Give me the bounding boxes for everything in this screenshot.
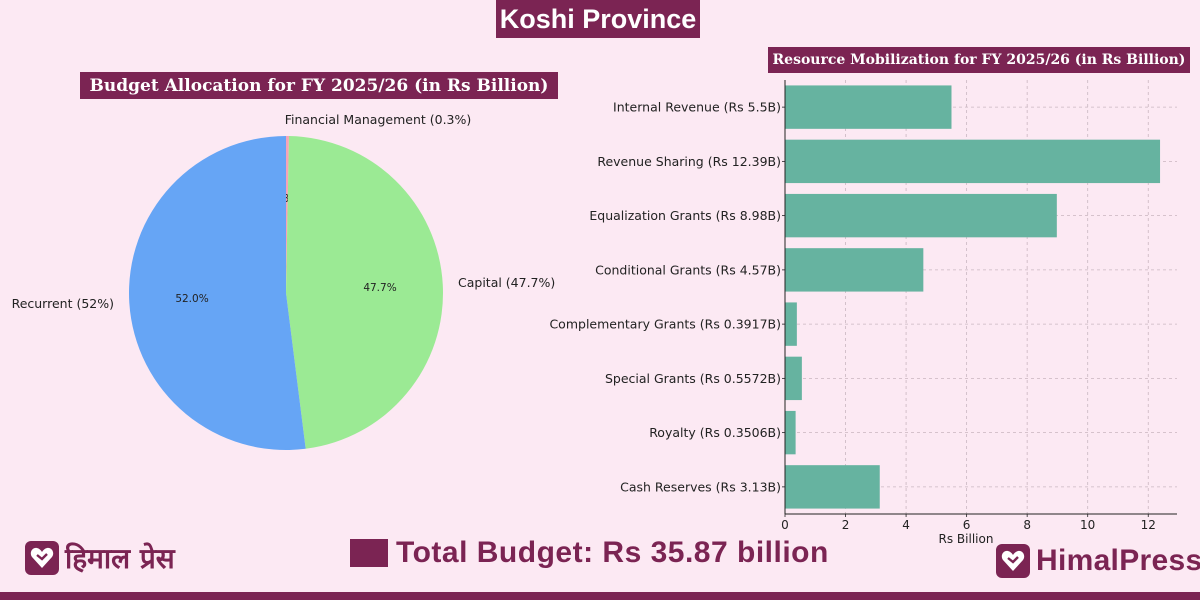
bar [785,248,924,292]
bottom-bar [0,592,1200,600]
heart-logo-icon [996,544,1030,578]
pie-slice [286,136,443,449]
pie-slice-label: Financial Management (0.3%) [285,112,472,127]
resource-bar-chart: Internal Revenue (Rs 5.5B) Revenue Sharin… [549,80,1177,546]
pie-chart-title: Budget Allocation for FY 2025/26 (in Rs … [80,72,558,99]
bar [785,193,1057,238]
total-budget-text: Total Budget: Rs 35.87 billion [396,536,829,569]
himalpress-logo-english: HimalPress [996,543,1200,579]
bar-chart-title: Resource Mobilization for FY 2025/26 (in… [768,47,1190,73]
pie-slice [129,136,306,450]
logo-left-text: हिमाल प्रेस [65,542,175,575]
bar [785,85,952,129]
pie-pct-label: 52.0% [175,293,208,305]
total-budget-swatch [350,539,388,567]
x-tick-label: 0 [781,518,789,532]
bar [785,139,1161,184]
bar [785,356,802,401]
x-tick-label: 12 [1141,518,1156,532]
x-tick-label: 10 [1080,518,1095,532]
category-tick-label: Conditional Grants (Rs 4.57B) [595,262,781,277]
category-tick-label: Revenue Sharing (Rs 12.39B) [597,154,781,169]
bar [785,302,797,346]
himalpress-logo-nepali: हिमाल प्रेस [25,540,175,576]
category-tick-label: Cash Reserves (Rs 3.13B) [620,479,781,494]
total-budget: Total Budget: Rs 35.87 billion [350,533,829,573]
x-tick-label: 8 [1023,518,1031,532]
category-tick-label: Special Grants (Rs 0.5572B) [605,371,781,386]
x-tick-label: 6 [963,518,971,532]
category-tick-label: Royalty (Rs 0.3506B) [649,425,781,440]
bar [785,410,796,455]
category-tick-label: Equalization Grants (Rs 8.98B) [589,208,781,223]
x-tick-label: 2 [842,518,850,532]
x-tick-label: 4 [902,518,910,532]
page-title: Koshi Province [496,0,700,38]
pie-slice [286,136,289,293]
budget-pie-chart: Financial Management (0.3%)0.3%Capital (… [12,112,555,450]
heart-logo-icon [25,541,59,575]
category-tick-label: Internal Revenue (Rs 5.5B) [613,100,781,115]
pie-slice-label: Capital (47.7%) [458,275,555,290]
category-tick-label: Complementary Grants (Rs 0.3917B) [549,317,781,332]
logo-right-text: HimalPress [1036,544,1200,577]
pie-pct-label: 47.7% [363,282,396,294]
pie-slice-label: Recurrent (52%) [12,296,114,311]
bar [785,465,880,509]
x-axis-label: Rs Billion [939,532,994,546]
